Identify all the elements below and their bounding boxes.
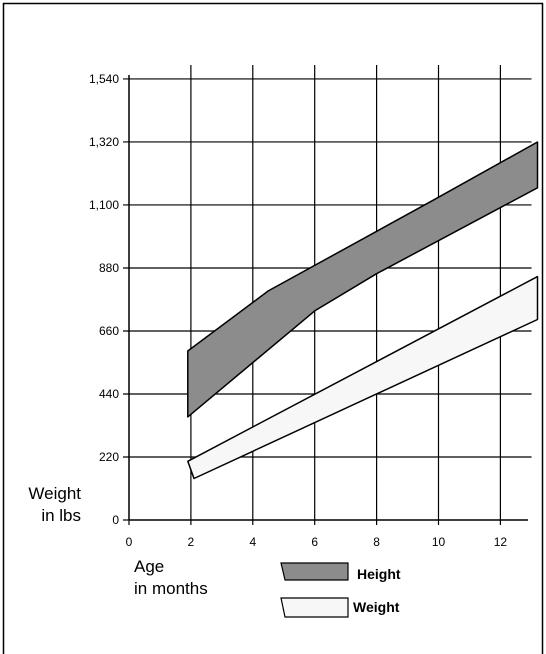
- y-tick-label: 0: [112, 513, 119, 527]
- x-tick-label: 12: [494, 535, 508, 549]
- legend-swatch-height: [280, 562, 349, 581]
- tick-labels: 0 220 440 660 880 1,100 1,320 1,540 0 2 4 6 8 10 12: [89, 72, 507, 549]
- y-axis-title-line2: in lbs: [41, 506, 81, 525]
- y-tick-label: 220: [99, 450, 119, 464]
- series-band-height: [187, 141, 539, 418]
- legend: Height Weight: [280, 562, 401, 618]
- axes: [128, 75, 528, 521]
- legend-label-height: Height: [357, 566, 401, 582]
- x-tick-label: 2: [188, 535, 195, 549]
- x-axis-title-line2: in months: [134, 579, 208, 598]
- x-tick-label: 6: [311, 535, 318, 549]
- series-layer: [187, 141, 539, 480]
- x-tick-label: 4: [249, 535, 256, 549]
- y-tick-label: 1,100: [89, 198, 119, 212]
- y-tick-label: 1,540: [89, 72, 119, 86]
- y-tick-label: 880: [99, 261, 119, 275]
- y-tick-label: 1,320: [89, 135, 119, 149]
- x-tick-label: 10: [432, 535, 446, 549]
- x-axis-title-line1: Age: [134, 557, 164, 576]
- legend-swatch-weight: [280, 597, 349, 618]
- x-tick-label: 8: [373, 535, 380, 549]
- series-band-weight: [187, 275, 539, 480]
- y-tick-label: 440: [99, 387, 119, 401]
- y-tick-label: 660: [99, 324, 119, 338]
- legend-label-weight: Weight: [353, 599, 400, 615]
- y-axis-title-line1: Weight: [28, 484, 81, 503]
- x-tick-label: 0: [126, 535, 133, 549]
